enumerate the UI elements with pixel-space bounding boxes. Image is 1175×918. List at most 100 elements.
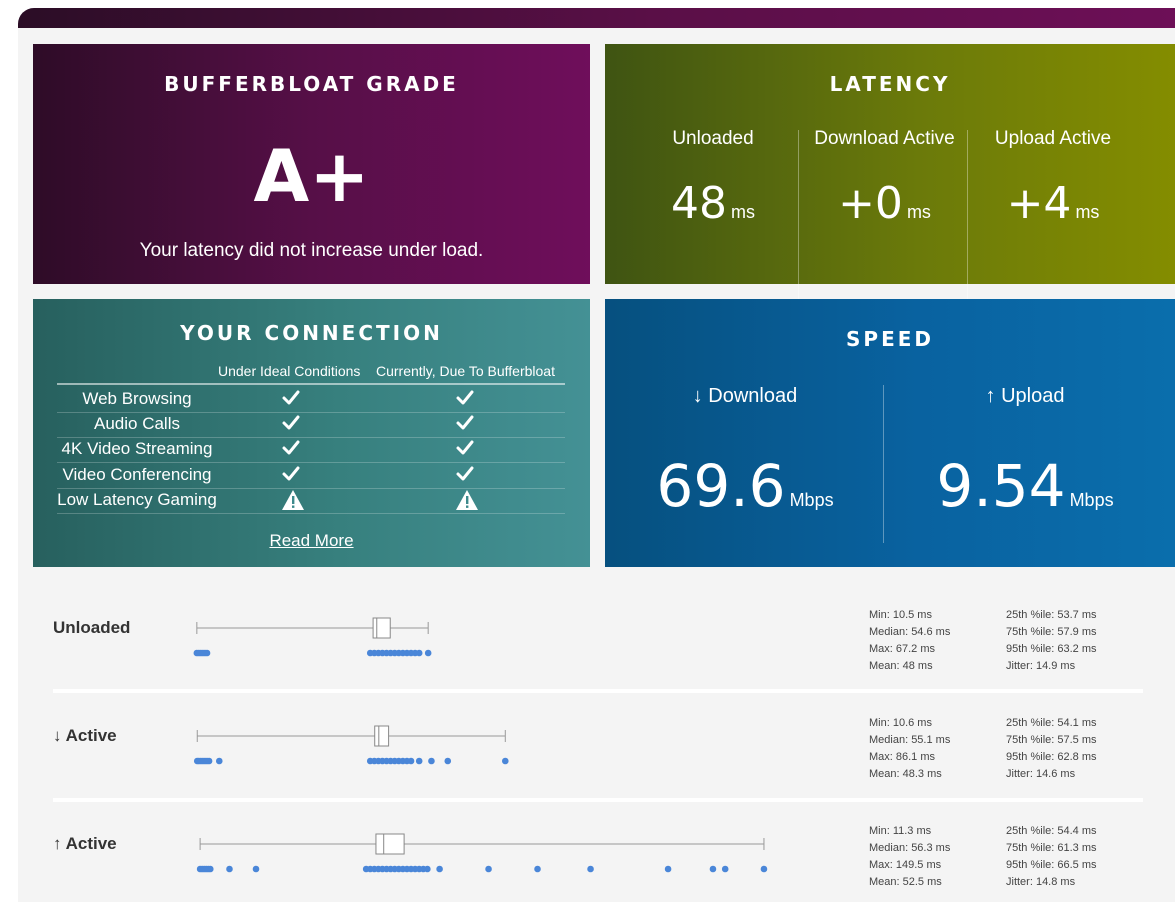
connection-row: Audio Calls xyxy=(57,412,565,439)
row-separator xyxy=(53,689,1143,693)
upload-label: ↑ Upload xyxy=(985,385,1065,407)
stat-line: Median: 56.3 ms xyxy=(869,842,951,854)
sample-dot xyxy=(721,865,729,873)
stat-line: 75th %ile: 61.3 ms xyxy=(1006,842,1097,854)
stats-right: 25th %ile: 54.1 ms 75th %ile: 57.5 ms 95th… xyxy=(1006,715,1097,783)
speed-download: ↓ Download 69.6 Mbps xyxy=(615,385,875,520)
sample-dot xyxy=(424,649,432,657)
stat-line: Jitter: 14.6 ms xyxy=(1006,768,1076,780)
grade-letter: A+ xyxy=(253,134,370,218)
iqr-box xyxy=(374,725,390,747)
warning-triangle-icon xyxy=(281,489,305,511)
check-icon xyxy=(281,464,305,486)
divider xyxy=(883,385,884,543)
stat-line: Median: 55.1 ms xyxy=(869,734,951,746)
stat-line: 95th %ile: 66.5 ms xyxy=(1006,859,1097,871)
service-label: Web Browsing xyxy=(82,389,192,408)
speed-card: SPEED ↓ Download 69.6 Mbps ↑ Upload 9.54 M… xyxy=(605,299,1175,567)
box-plot xyxy=(193,725,509,765)
check-icon xyxy=(281,413,305,435)
latency-value: +4 xyxy=(1006,178,1072,229)
stat-line: Median: 54.6 ms xyxy=(869,626,951,638)
check-icon xyxy=(455,438,479,460)
stats-right: 25th %ile: 54.4 ms 75th %ile: 61.3 ms 95th… xyxy=(1006,823,1097,891)
sample-dot xyxy=(436,865,443,873)
latency-label: Download Active xyxy=(814,128,955,149)
stat-line: Min: 10.5 ms xyxy=(869,609,932,621)
stat-line: 95th %ile: 62.8 ms xyxy=(1006,751,1097,763)
stat-line: Jitter: 14.9 ms xyxy=(1006,660,1076,672)
latency-download-active: Download Active +0 ms xyxy=(803,128,966,303)
speed-upload: ↑ Upload 9.54 Mbps xyxy=(895,385,1155,520)
grade-title: BUFFERBLOAT GRADE xyxy=(164,72,459,96)
divider xyxy=(967,130,968,302)
check-icon xyxy=(455,464,479,486)
sample-dot xyxy=(534,865,541,873)
sample-dot xyxy=(485,865,492,873)
upload-value: 9.54 xyxy=(936,452,1066,520)
check-icon xyxy=(281,438,305,460)
download-value: 69.6 xyxy=(656,452,786,520)
sample-dot xyxy=(205,757,213,765)
stat-line: Max: 67.2 ms xyxy=(869,643,936,655)
latency-title: LATENCY xyxy=(829,72,951,96)
stat-line: 95th %ile: 63.2 ms xyxy=(1006,643,1097,655)
sample-dot xyxy=(428,757,435,765)
iqr-box xyxy=(375,833,405,855)
latency-label: Unloaded xyxy=(672,128,754,149)
service-label: Audio Calls xyxy=(94,414,180,434)
sample-dot xyxy=(207,865,214,873)
header-ideal: Under Ideal Conditions xyxy=(218,363,361,379)
sample-dot xyxy=(415,757,423,765)
stat-line: Max: 149.5 ms xyxy=(869,859,942,871)
sample-dot xyxy=(415,649,423,657)
upload-unit: Mbps xyxy=(1069,490,1114,510)
read-more-link[interactable]: Read More xyxy=(269,531,354,550)
connection-row: Video Conferencing xyxy=(57,463,565,489)
connection-title: YOUR CONNECTION xyxy=(180,321,443,345)
latency-unit: ms xyxy=(731,202,755,222)
stat-line: Max: 86.1 ms xyxy=(869,751,936,763)
latency-upload-active: Upload Active +4 ms xyxy=(968,128,1138,303)
distribution-row: Unloaded Min: 10.5 ms Median: 54.6 ms Max: … xyxy=(33,594,1153,702)
stat-line: 25th %ile: 54.4 ms xyxy=(1006,825,1097,837)
stat-line: 25th %ile: 53.7 ms xyxy=(1006,609,1097,621)
distribution-label: ↓ Active xyxy=(53,726,117,745)
stat-line: Mean: 48 ms xyxy=(869,660,933,672)
stats-left: Min: 10.5 ms Median: 54.6 ms Max: 67.2 ms M… xyxy=(869,607,950,675)
warning-triangle-icon xyxy=(455,489,479,511)
sample-dot xyxy=(709,865,717,873)
connection-card: YOUR CONNECTION Under Ideal Conditions C… xyxy=(33,299,590,567)
sample-dot xyxy=(587,865,594,873)
distribution-label: Unloaded xyxy=(53,618,131,637)
speed-title: SPEED xyxy=(846,327,934,351)
service-label: 4K Video Streaming xyxy=(61,439,213,459)
divider xyxy=(798,130,799,302)
sample-dot xyxy=(664,865,672,873)
stat-line: 25th %ile: 54.1 ms xyxy=(1006,717,1097,729)
check-icon xyxy=(281,388,305,410)
sample-dot xyxy=(501,757,509,765)
sample-dot xyxy=(444,757,452,765)
distribution-row: ↑ Active Min: 11.3 ms Median: 56.3 ms Max: … xyxy=(33,810,1153,918)
check-icon xyxy=(455,388,479,410)
connection-row: 4K Video Streaming xyxy=(57,437,565,464)
distribution-label: ↑ Active xyxy=(53,834,117,853)
sample-dot xyxy=(215,757,223,765)
download-label: ↓ Download xyxy=(692,385,798,407)
sample-dot xyxy=(226,865,233,873)
stat-line: 75th %ile: 57.5 ms xyxy=(1006,734,1097,746)
row-separator xyxy=(53,798,1143,802)
grade-message: Your latency did not increase under load… xyxy=(139,240,484,261)
iqr-box xyxy=(372,617,391,639)
latency-label: Upload Active xyxy=(994,128,1112,149)
latency-card: LATENCY Unloaded 48 ms Download Active +0… xyxy=(605,44,1175,302)
stat-line: Mean: 52.5 ms xyxy=(869,876,942,888)
latency-value: 48 xyxy=(671,178,727,229)
stat-line: Mean: 48.3 ms xyxy=(869,768,942,780)
sample-dot xyxy=(407,757,415,765)
latency-unit: ms xyxy=(906,202,931,222)
stat-line: Jitter: 14.8 ms xyxy=(1006,876,1076,888)
service-label: Video Conferencing xyxy=(62,464,212,484)
latency-unit: ms xyxy=(1075,202,1100,222)
